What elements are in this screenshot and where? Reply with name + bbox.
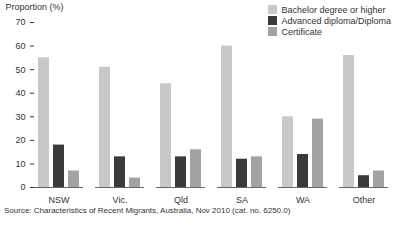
svg-text:SA: SA [236,195,248,205]
svg-text:WA: WA [296,195,310,205]
svg-text:Proportion (%): Proportion (%) [6,2,64,12]
html-text:Certificate: Certificate [281,26,322,37]
svg-text:10: 10 [15,159,25,169]
svg-text:50: 50 [15,65,25,75]
svg-text:60: 60 [15,41,25,51]
html-text:Advanced diploma/Diploma: Advanced diploma/Diploma [281,15,391,26]
svg-text:0: 0 [20,182,25,192]
svg-text:20: 20 [15,135,25,145]
html-text:Bachelor degree or higher: Bachelor degree or higher [281,4,386,15]
svg-text:Qld: Qld [174,195,188,205]
svg-text:40: 40 [15,88,25,98]
svg-text:Other: Other [353,195,376,205]
svg-text:Vic.: Vic. [113,195,128,205]
svg-text:70: 70 [15,17,25,27]
html-text:Source: Characteristics of Rec: Source: Characteristics of Recent Migran… [4,206,291,215]
svg-text:NSW: NSW [49,195,71,205]
svg-text:30: 30 [15,112,25,122]
